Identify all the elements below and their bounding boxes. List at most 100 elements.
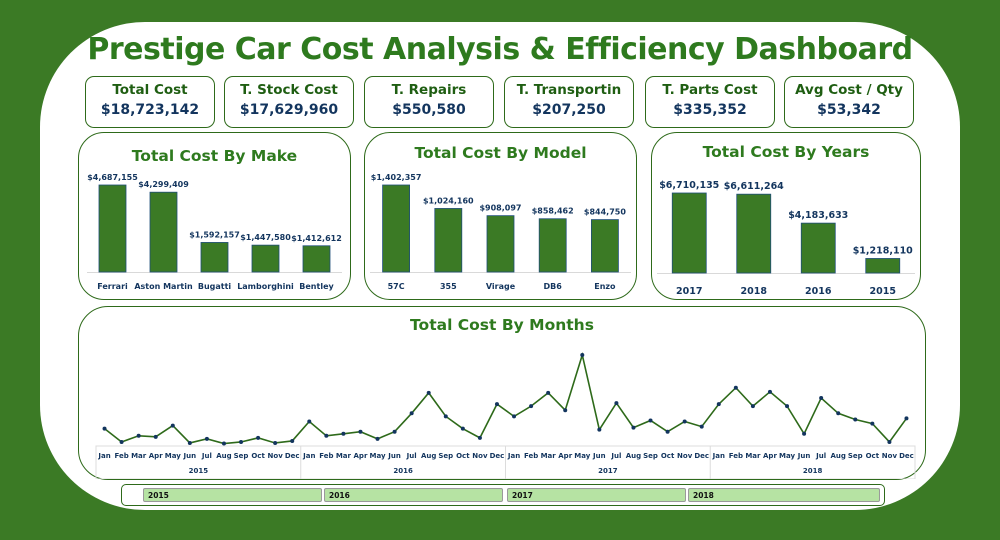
bar-db6 [538, 218, 567, 273]
data-point [204, 436, 209, 441]
years-bar-chart: $6,710,135 2017 $6,611,264 2018 $4,183,633 20… [657, 180, 915, 297]
data-point [221, 441, 226, 446]
bar-2018 [736, 193, 772, 274]
x-tick-label: 2016 [805, 286, 832, 297]
data-point [477, 435, 482, 440]
data-point [273, 440, 278, 445]
data-point [785, 404, 790, 409]
kpi-label: T. Parts Cost [662, 82, 758, 98]
data-point [767, 389, 772, 394]
data-point [904, 416, 909, 421]
month-tick-label: Dec [490, 452, 505, 460]
data-point [563, 408, 568, 413]
bar-57c [382, 184, 411, 273]
data-point [665, 429, 670, 434]
month-tick-label: Dec [694, 452, 709, 460]
month-tick-label: Dec [899, 452, 914, 460]
bar-2016 [800, 222, 836, 274]
data-point [494, 402, 499, 407]
data-label: $844,750 [584, 208, 626, 217]
slicer-item-2017[interactable]: 2017 [507, 488, 686, 502]
bar-lamborghini [251, 244, 280, 273]
month-tick-label: Dec [285, 452, 300, 460]
data-point [597, 427, 602, 432]
month-tick-label: Jul [610, 452, 621, 460]
data-point [802, 431, 807, 436]
bar-virage [486, 215, 515, 273]
bar-355 [434, 208, 463, 273]
data-point [853, 417, 858, 422]
years-chart-card: Total Cost By Years $6,710,135 2017 $6,611… [651, 132, 921, 300]
month-tick-label: Feb [729, 452, 743, 460]
data-point [136, 433, 141, 438]
model-chart-title: Total Cost By Model [414, 144, 587, 162]
data-point [716, 402, 721, 407]
slicer-item-2018[interactable]: 2018 [688, 488, 880, 502]
month-tick-label: Mar [541, 452, 557, 460]
kpi-value: $335,352 [673, 102, 747, 118]
slicer-item-2015[interactable]: 2015 [143, 488, 322, 502]
kpi-label: T. Transportin [516, 82, 622, 98]
dashboard-title: Prestige Car Cost Analysis & Efficiency … [87, 32, 913, 67]
make-chart-title: Total Cost By Make [131, 147, 298, 165]
data-point [341, 431, 346, 436]
data-label: $1,447,580 [240, 233, 291, 242]
year-tick-label: 2017 [598, 467, 618, 475]
month-tick-label: Mar [131, 452, 147, 460]
x-tick-label: Enzo [594, 282, 616, 291]
kpi-value: $550,580 [392, 102, 466, 118]
month-tick-label: Aug [626, 452, 641, 460]
data-point [375, 436, 380, 441]
data-point [631, 425, 636, 430]
month-tick-label: Aug [421, 452, 436, 460]
month-tick-label: Nov [472, 452, 488, 460]
month-tick-label: Oct [866, 452, 880, 460]
data-point [819, 395, 824, 400]
data-label: $1,402,357 [371, 173, 422, 182]
slicer-item-2016[interactable]: 2016 [324, 488, 503, 502]
months-chart-title: Total Cost By Months [410, 316, 594, 334]
month-tick-label: Sep [643, 452, 658, 460]
kpi-value: $18,723,142 [100, 102, 200, 118]
data-point [870, 421, 875, 426]
data-label: $1,412,612 [291, 234, 342, 243]
data-point [392, 429, 397, 434]
kpi-card-t-parts-cost: T. Parts Cost $335,352 [645, 76, 775, 128]
month-tick-label: Sep [848, 452, 863, 460]
data-label: $858,462 [532, 207, 574, 216]
month-tick-label: Feb [114, 452, 128, 460]
data-point [409, 411, 414, 416]
kpi-card-t-stock-cost: T. Stock Cost $17,629,960 [224, 76, 354, 128]
month-tick-label: Nov [268, 452, 284, 460]
data-label: $4,687,155 [87, 173, 138, 182]
month-tick-label: Sep [438, 452, 453, 460]
bar-ferrari [98, 184, 127, 273]
month-tick-label: Apr [354, 452, 368, 460]
bar-bugatti [200, 242, 229, 273]
month-tick-label: Jul [201, 452, 212, 460]
month-tick-label: May [574, 452, 590, 460]
kpi-card-t-transportin: T. Transportin $207,250 [504, 76, 634, 128]
kpi-label: Avg Cost / Qty [795, 82, 903, 98]
month-tick-label: Mar [745, 452, 761, 460]
year-tick-label: 2016 [393, 467, 413, 475]
x-tick-label: 355 [440, 282, 457, 291]
make-chart-card: Total Cost By Make $4,687,155 Ferrari $4,2… [78, 132, 351, 300]
data-point [187, 440, 192, 445]
data-label: $6,611,264 [724, 181, 784, 192]
month-tick-label: Mar [336, 452, 352, 460]
kpi-label: T. Repairs [391, 82, 467, 98]
data-point [529, 404, 534, 409]
data-point [102, 426, 107, 431]
month-tick-label: Jun [592, 452, 606, 460]
data-point [426, 390, 431, 395]
kpi-value: $207,250 [532, 102, 606, 118]
data-point [546, 390, 551, 395]
data-point [256, 435, 261, 440]
month-tick-label: Apr [763, 452, 777, 460]
year-slicer: 2015 2016 2017 2018 [121, 484, 885, 506]
x-tick-label: Ferrari [97, 282, 128, 291]
model-chart-card: Total Cost By Model $1,402,357 57C $1,024,… [364, 132, 637, 300]
data-point [750, 404, 755, 409]
month-tick-label: May [165, 452, 181, 460]
